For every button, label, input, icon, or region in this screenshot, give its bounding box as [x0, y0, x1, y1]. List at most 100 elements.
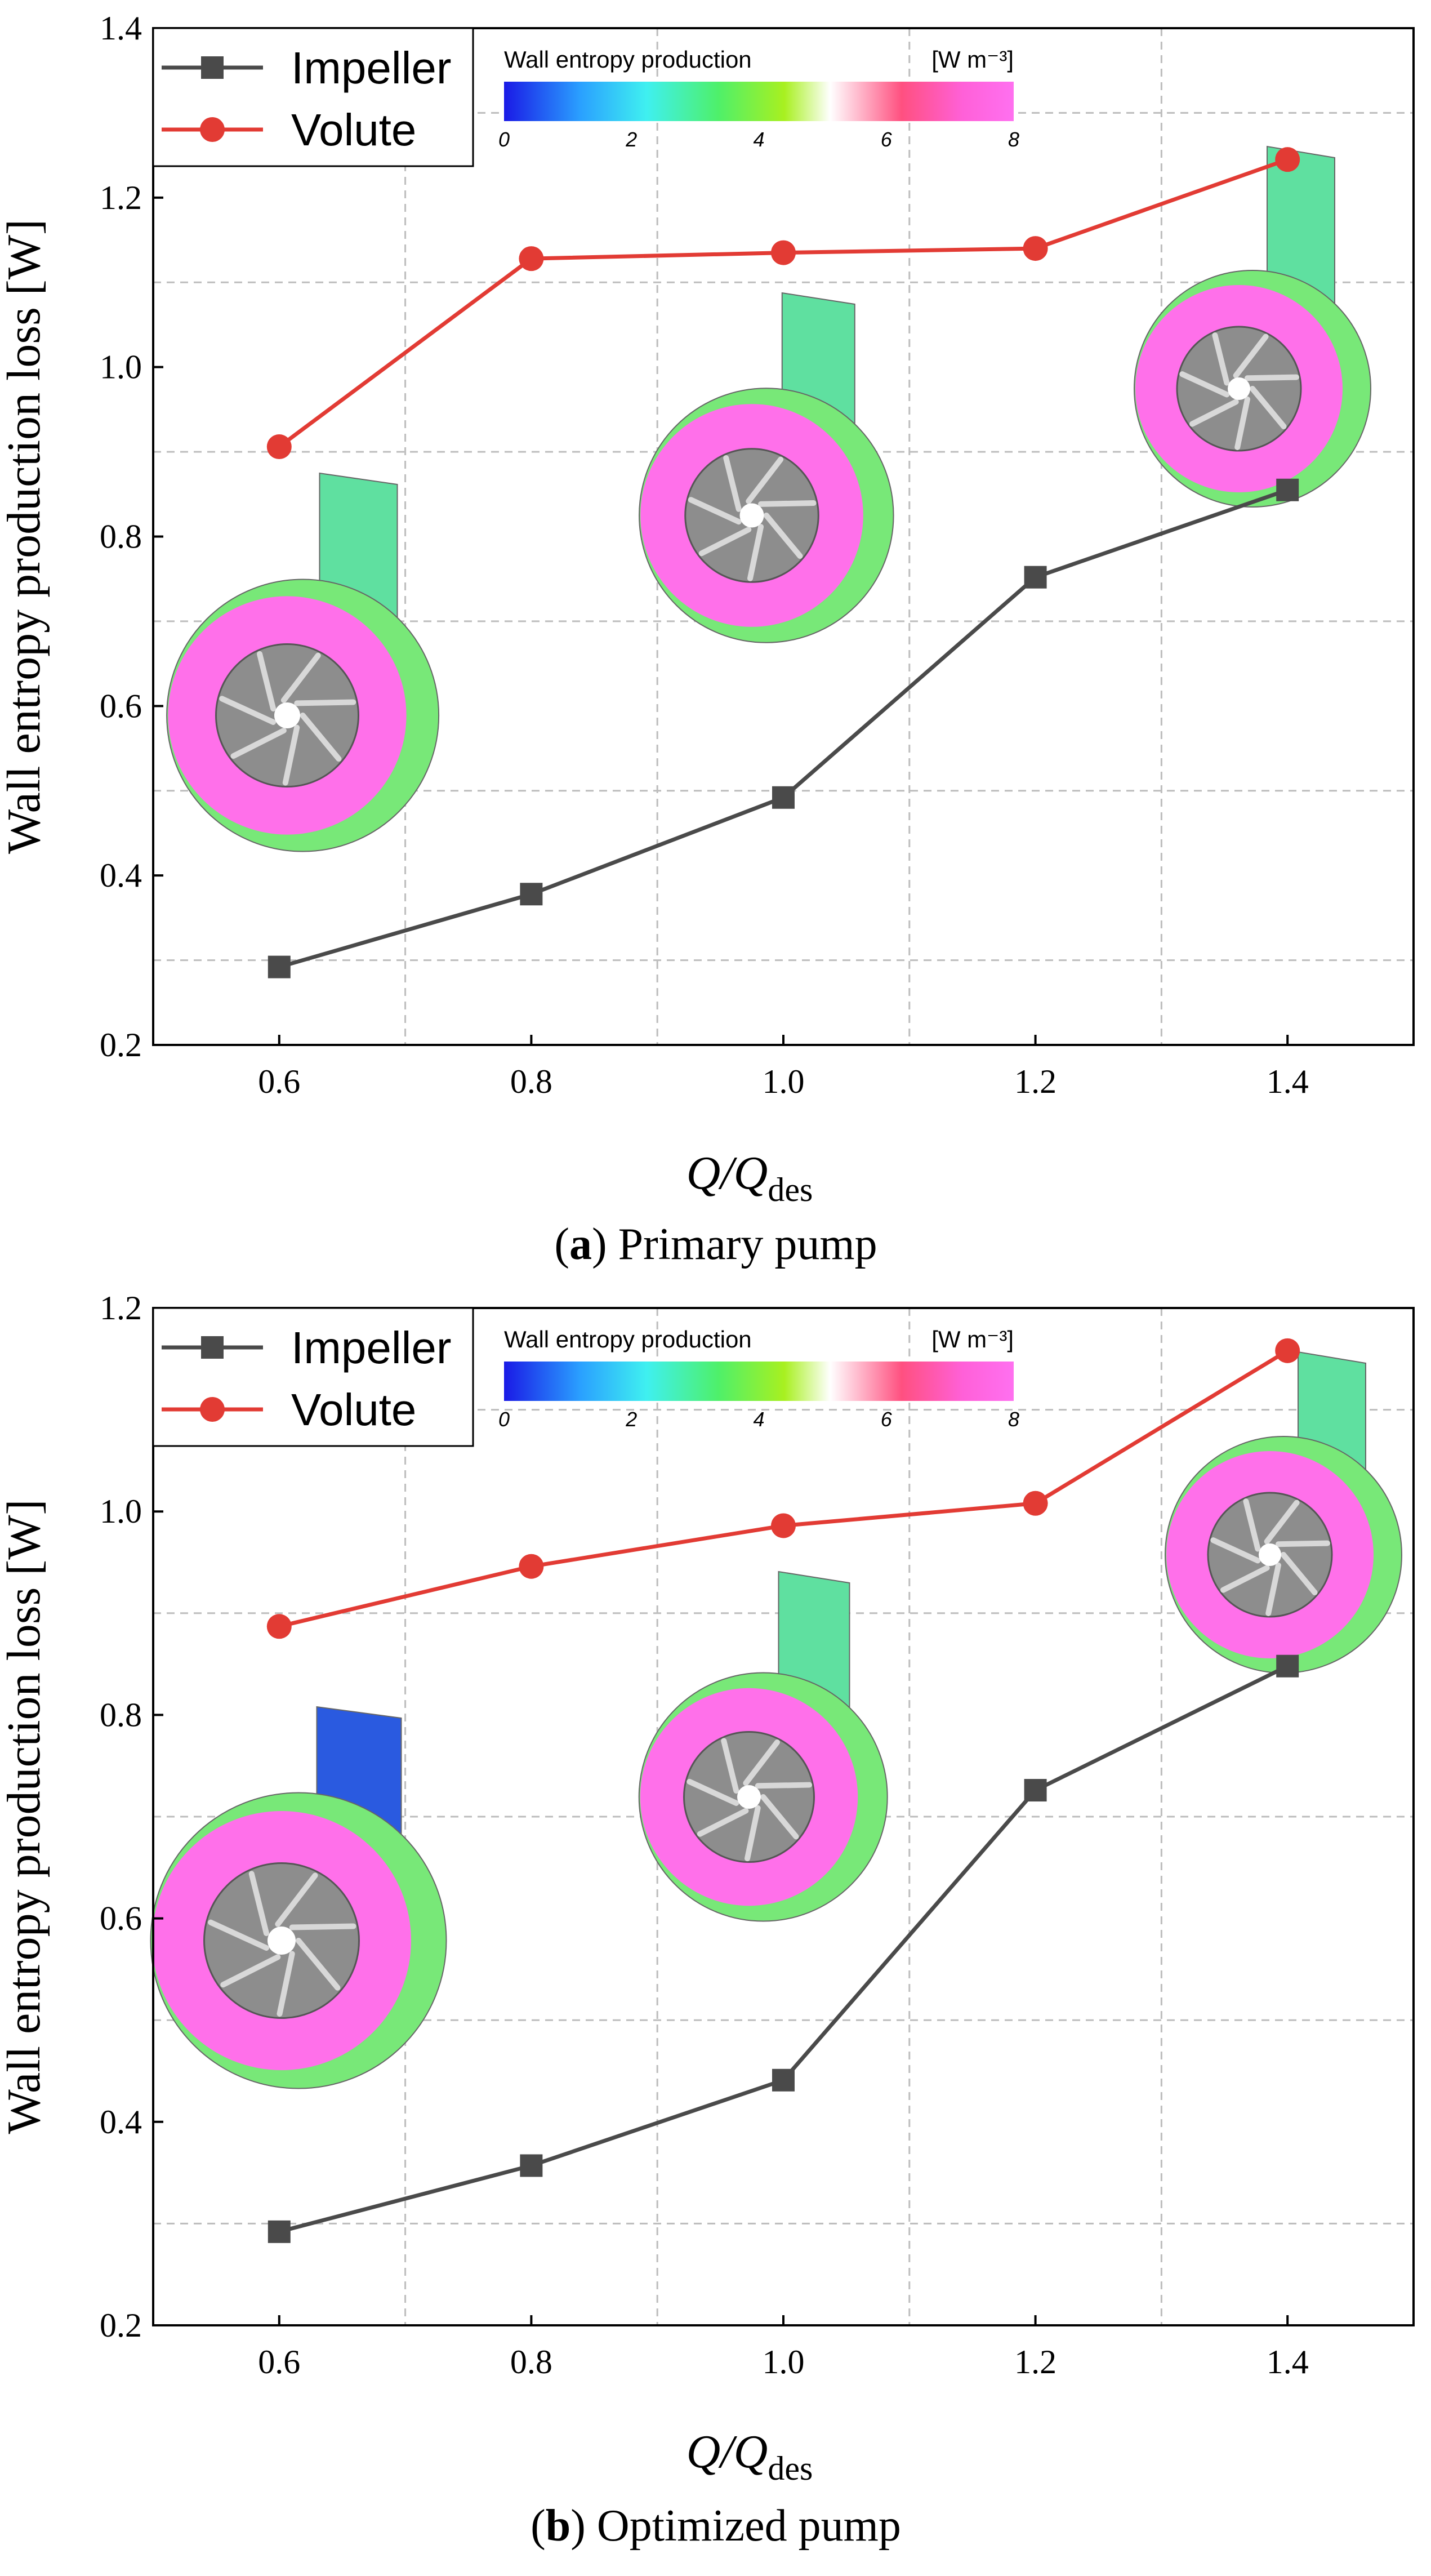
data-point-impeller	[772, 2068, 795, 2092]
series-impeller	[268, 1654, 1299, 2243]
caption-text: Primary pump	[618, 1220, 877, 1269]
data-point-impeller	[1276, 478, 1299, 501]
x-tick-label: 1.2	[1014, 1063, 1056, 1100]
y-tick-label: 0.8	[100, 518, 142, 555]
colorbar-tick-label: 0	[498, 1408, 510, 1431]
y-tick-label: 1.0	[100, 349, 142, 386]
pump-hub	[739, 503, 764, 528]
colorbar-unit: [W m⁻³]	[931, 1326, 1014, 1352]
colorbar-title: Wall entropy production	[504, 46, 752, 73]
pump-contour-images	[166, 145, 1371, 852]
colorbar-tick-label: 6	[881, 128, 893, 151]
y-tick-label: 1.0	[100, 1493, 142, 1530]
y-tick-label: 0.4	[100, 857, 142, 894]
chart-panel-b: 0.6 0.8 1.0 1.2 1.4 0.2 0.4 0.6 0.8 1.0 1.2 Wall en…	[0, 1289, 1415, 2551]
legend-marker-volute	[200, 117, 225, 142]
pump-impeller-blade	[1234, 396, 1250, 450]
caption-letter: b	[546, 2501, 571, 2551]
legend-box	[152, 1307, 474, 1447]
data-point-volute	[1023, 1491, 1048, 1516]
pump-impeller-blade	[230, 727, 287, 759]
pump-impeller-blade	[745, 1805, 761, 1862]
caption-paren-close: )	[570, 2501, 597, 2551]
data-point-impeller	[772, 786, 795, 809]
colorbar-title: Wall entropy production	[504, 1326, 752, 1352]
pump-impeller-blade	[1281, 1552, 1318, 1595]
pump-contour-0.6	[150, 1706, 447, 2089]
data-point-impeller	[520, 883, 543, 906]
data-point-volute	[1275, 147, 1300, 172]
x-axis-label-main: Q/Q	[686, 2426, 768, 2478]
pump-impeller-blade	[1189, 399, 1239, 427]
x-axis-label-subscript: des	[768, 1171, 813, 1208]
colorbar-tick-label: 4	[753, 128, 764, 151]
x-tick-label: 0.8	[510, 1063, 552, 1100]
panel-caption: (b) Optimized pump	[531, 2501, 901, 2551]
colorbar-tick-label: 2	[625, 1408, 637, 1431]
caption-text: Optimized pump	[597, 2501, 901, 2551]
pump-impeller-blade	[1210, 1537, 1261, 1564]
pump-impeller-blade	[723, 455, 742, 512]
colorbar: Wall entropy production [W m⁻³] 0 2 4 6 8	[498, 46, 1019, 151]
y-tick-label: 1.2	[100, 1289, 142, 1327]
colorbar: Wall entropy production [W m⁻³] 0 2 4 6 8	[498, 1326, 1019, 1431]
data-point-impeller	[268, 955, 291, 978]
pump-hub	[1259, 1543, 1281, 1566]
pump-impeller-blade	[1243, 1498, 1261, 1552]
pump-impeller-blade	[721, 1738, 739, 1794]
pump-contour-1.4	[1134, 145, 1371, 508]
colorbar-tick-label: 6	[881, 1408, 893, 1431]
x-tick-label: 1.0	[763, 2343, 805, 2381]
pump-impeller-blade	[747, 524, 764, 581]
pump-contour-images	[150, 1351, 1402, 2089]
pump-impeller-blade	[698, 527, 752, 557]
x-tick-label: 1.4	[1267, 2343, 1309, 2381]
x-tick-label: 0.6	[258, 2343, 300, 2381]
x-tick-label: 1.0	[763, 1063, 805, 1100]
data-point-volute	[771, 240, 796, 265]
pump-impeller-blade	[275, 1872, 318, 1927]
legend-marker-volute	[200, 1397, 225, 1422]
y-tick-label: 0.6	[100, 1900, 142, 1937]
pump-impeller-blade	[1233, 333, 1269, 379]
pump-impeller-blade	[746, 456, 784, 504]
data-point-volute	[266, 434, 292, 460]
data-point-impeller	[520, 2154, 543, 2177]
caption-paren-close: )	[592, 1220, 618, 1269]
data-point-volute	[519, 246, 544, 272]
pump-impeller-blade	[208, 1919, 269, 1951]
colorbar-tick-label: 8	[1008, 128, 1019, 151]
pump-impeller-blade	[280, 652, 321, 704]
pump-impeller-blade	[686, 1778, 739, 1806]
caption-letter: a	[569, 1220, 592, 1269]
data-point-volute	[266, 1614, 292, 1639]
panel-caption: (a) Primary pump	[554, 1220, 877, 1269]
pump-contour-1.0	[638, 1570, 888, 1922]
pump-impeller-blade	[1250, 386, 1287, 429]
pump-impeller-blade	[248, 1871, 269, 1936]
data-point-impeller	[1024, 566, 1047, 589]
colorbar-tick-label: 4	[753, 1408, 764, 1431]
series-volute	[266, 1338, 1300, 1639]
pump-impeller-blade	[282, 724, 300, 786]
legend-marker-impeller	[201, 56, 224, 79]
legend-marker-impeller	[201, 1336, 224, 1359]
pump-contour-1.0	[639, 292, 894, 643]
x-axis-label-subscript: des	[768, 2450, 813, 2487]
pump-impeller-blade	[1220, 1565, 1270, 1593]
pump-impeller-blade	[1179, 371, 1230, 398]
pump-impeller-blade	[1264, 1500, 1300, 1545]
colorbar-tick-label: 0	[498, 128, 510, 151]
pump-impeller-blade	[1275, 1540, 1330, 1547]
pump-impeller-blade	[296, 1938, 341, 1991]
legend-label-impeller: Impeller	[291, 1323, 452, 1373]
y-tick-label: 0.2	[100, 1026, 142, 1064]
pump-impeller-blade	[1265, 1562, 1281, 1616]
legend-label-volute: Volute	[291, 105, 416, 155]
y-axis-label: Wall entropy production loss [W]	[0, 1500, 50, 2134]
colorbar-gradient	[504, 1362, 1014, 1401]
pump-impeller-blade	[755, 1782, 813, 1789]
legend-label-volute: Volute	[291, 1385, 416, 1435]
pump-impeller-blade	[219, 696, 277, 725]
